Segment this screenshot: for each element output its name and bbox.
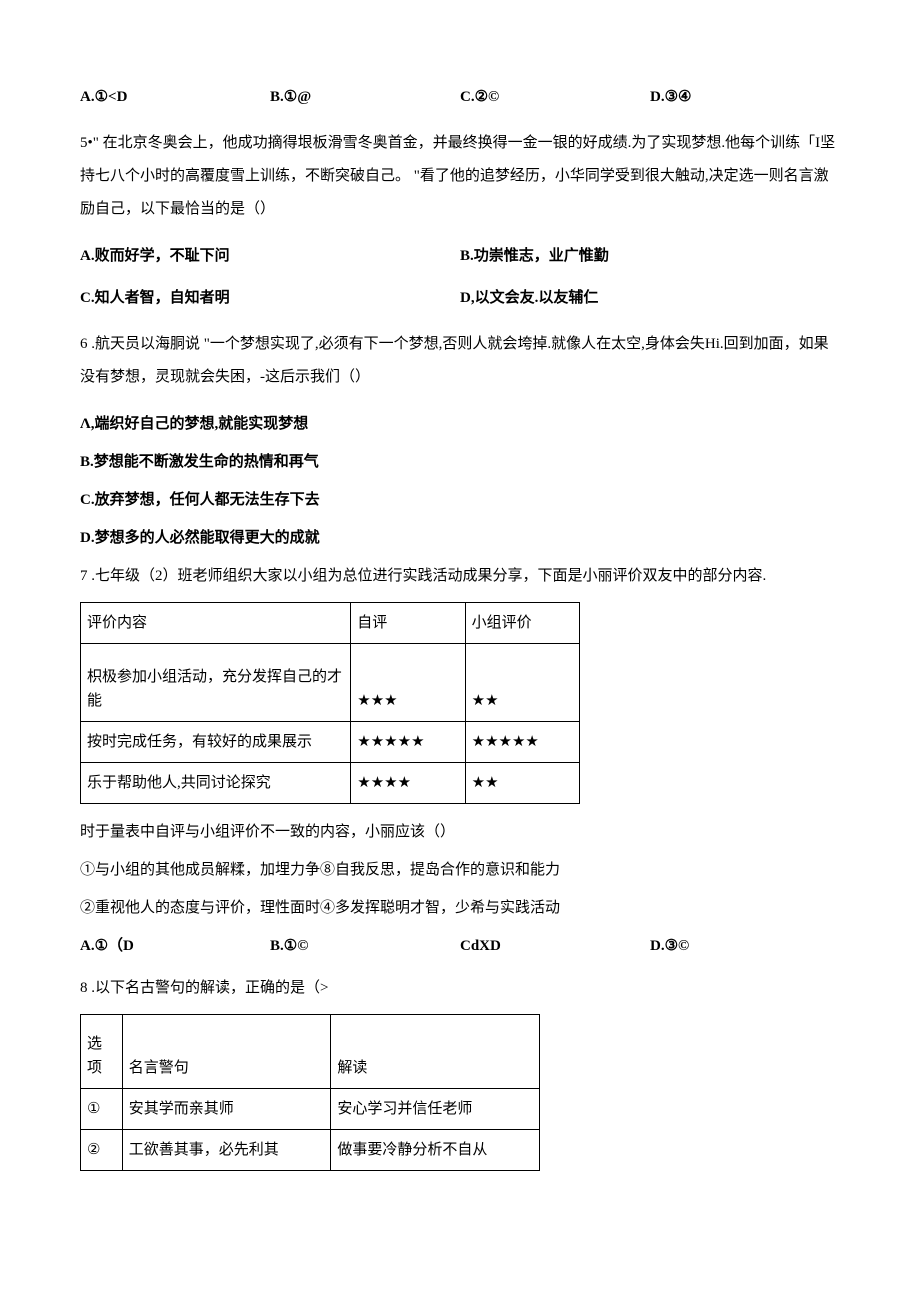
q5-text: 5•" 在北京冬奥会上，他成功摘得垠板滑雪冬奥首金，并最终换得一金一银的好成绩.… (80, 127, 840, 226)
q7-opt-a: A.①（D (80, 934, 270, 958)
q7-sub1: ①与小组的其他成员解糅，加埋力争⑧自我反思，提岛合作的意识和能力 (80, 858, 840, 882)
q7-r3c1: 乐于帮助他人,共同讨论探究 (81, 763, 351, 804)
q6-opt-c: C.放弃梦想，任何人都无法生存下去 (80, 488, 840, 512)
q8-r1c3: 安心学习并信任老师 (331, 1089, 540, 1130)
q8-r1c2: 安其学而亲其师 (122, 1089, 331, 1130)
q6-opt-d: D.梦想多的人必然能取得更大的成就 (80, 526, 840, 550)
q4-opt-d: D.③④ (650, 85, 840, 109)
q7-intro: 7 .七年级（2）班老师组织大家以小组为总位进行实践活动成果分享，下面是小丽评价… (80, 564, 840, 588)
q7-opt-d: D.③© (650, 934, 840, 958)
q7-r2c3: ★★★★★ (465, 722, 579, 763)
q6-opt-b: B.梦想能不断激发生命的热情和再气 (80, 450, 840, 474)
q4-opt-b: B.①@ (270, 85, 460, 109)
q8-r2c2: 工欲善其事，必先利其 (122, 1130, 331, 1171)
q7-h2: 自评 (351, 603, 465, 644)
q7-table: 评价内容 自评 小组评价 枳极参加小组活动，充分发挥自己的才能 ★★★ ★★ 按… (80, 602, 580, 804)
q7-h3: 小组评价 (465, 603, 579, 644)
q7-r3c3: ★★ (465, 763, 579, 804)
q7-r1c1: 枳极参加小组活动，充分发挥自己的才能 (81, 644, 351, 722)
q7-r1c2: ★★★ (351, 644, 465, 722)
table-row: 选项 名言警句 解读 (81, 1015, 540, 1089)
q5-opt-b: B.功崇惟志，业广惟勤 (460, 244, 840, 268)
q8-h3: 解读 (331, 1015, 540, 1089)
q7-opt-b: B.①© (270, 934, 460, 958)
q8-r2c3: 做事要冷静分析不自从 (331, 1130, 540, 1171)
q5-options-row2: C.知人者智，自知者明 D,以文会友.以友辅仁 (80, 286, 840, 310)
q8-h1a: 选 (87, 1036, 102, 1052)
q5-opt-a: A.败而好学，不耻下问 (80, 244, 460, 268)
table-row: 评价内容 自评 小组评价 (81, 603, 580, 644)
q7-options: A.①（D B.①© CdXD D.③© (80, 934, 840, 958)
q8-intro: 8 .以下名古警句的解读，正确的是（> (80, 976, 840, 1000)
q5-opt-c: C.知人者智，自知者明 (80, 286, 460, 310)
q7-h1: 评价内容 (81, 603, 351, 644)
q7-sub2: ②重视他人的态度与评价，理性面时④多发挥聪明才智，少希与实践活动 (80, 896, 840, 920)
table-row: ② 工欲善其事，必先利其 做事要冷静分析不自从 (81, 1130, 540, 1171)
q5-opt-d: D,以文会友.以友辅仁 (460, 286, 840, 310)
q7-r3c2: ★★★★ (351, 763, 465, 804)
q4-opt-a: A.①<D (80, 85, 270, 109)
q8-h1: 选项 (81, 1015, 123, 1089)
q4-options: A.①<D B.①@ C.②© D.③④ (80, 85, 840, 109)
q7-r2c2: ★★★★★ (351, 722, 465, 763)
q6-text: 6 .航天员以海胴说 "一个梦想实现了,必须有下一个梦想,否则人就会垮掉.就像人… (80, 328, 840, 394)
table-row: 乐于帮助他人,共同讨论探究 ★★★★ ★★ (81, 763, 580, 804)
q7-r1c3: ★★ (465, 644, 579, 722)
q5-options-row1: A.败而好学，不耻下问 B.功崇惟志，业广惟勤 (80, 244, 840, 268)
q7-r2c1: 按时完成任务，有较好的成果展示 (81, 722, 351, 763)
q7-after: 时于量表中自评与小组评价不一致的内容，小丽应该（） (80, 820, 840, 844)
q8-h2: 名言警句 (122, 1015, 331, 1089)
q8-r2c1: ② (81, 1130, 123, 1171)
table-row: 枳极参加小组活动，充分发挥自己的才能 ★★★ ★★ (81, 644, 580, 722)
q6-opt-a: Λ,端织好自己的梦想,就能实现梦想 (80, 412, 840, 436)
q4-opt-c: C.②© (460, 85, 650, 109)
table-row: 按时完成任务，有较好的成果展示 ★★★★★ ★★★★★ (81, 722, 580, 763)
q8-h1b: 项 (87, 1060, 102, 1076)
q8-table: 选项 名言警句 解读 ① 安其学而亲其师 安心学习并信任老师 ② 工欲善其事，必… (80, 1014, 540, 1171)
table-row: ① 安其学而亲其师 安心学习并信任老师 (81, 1089, 540, 1130)
q8-r1c1: ① (81, 1089, 123, 1130)
q7-opt-c: CdXD (460, 934, 650, 958)
